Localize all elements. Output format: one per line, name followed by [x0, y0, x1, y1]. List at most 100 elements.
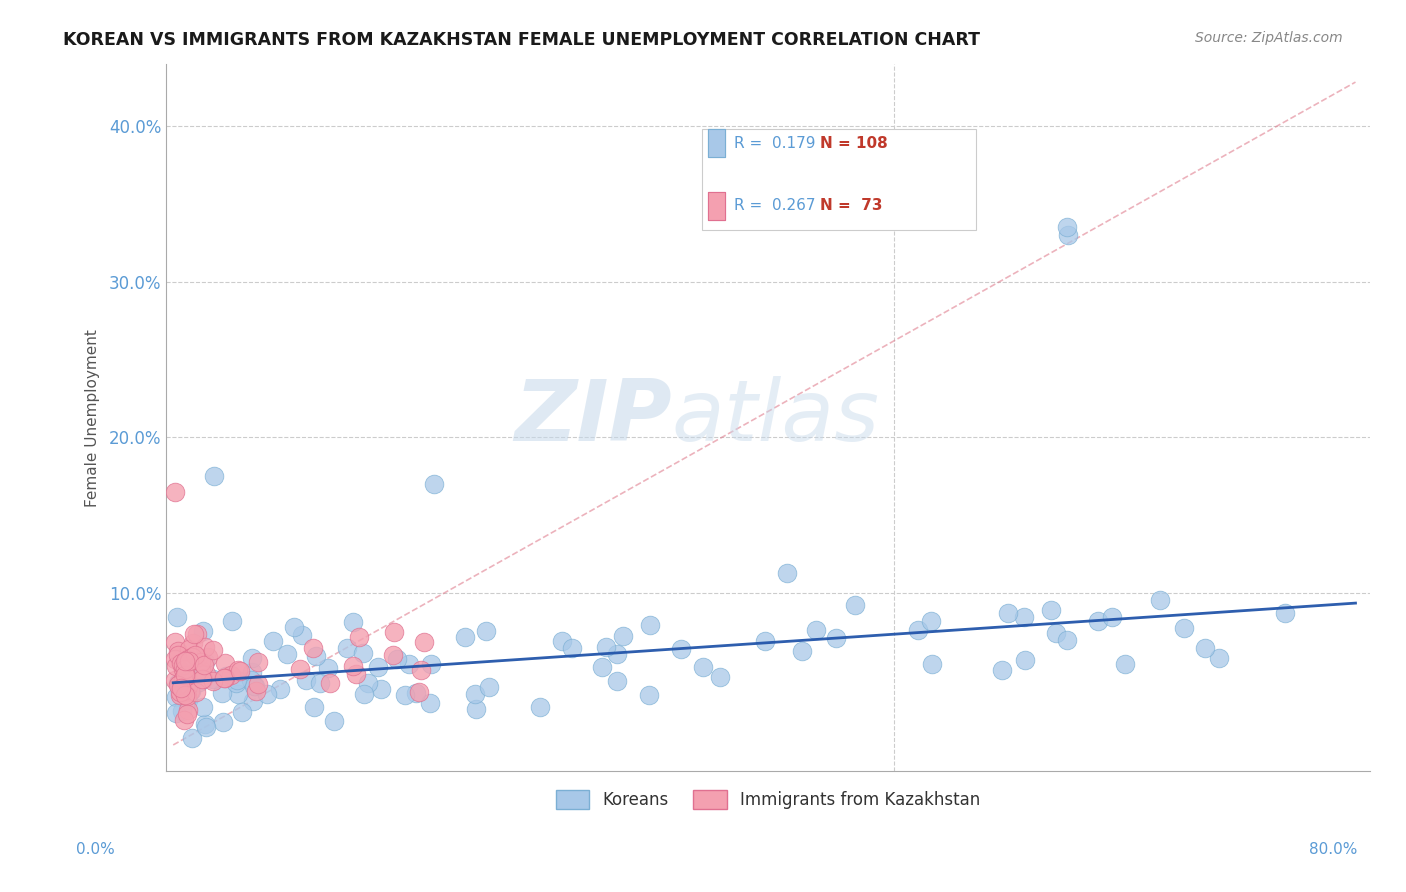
Point: [247, 677, 270, 691]
Point: [357, 676, 380, 690]
Point: [309, 676, 332, 690]
Point: [387, 652, 409, 666]
Point: [179, 654, 201, 668]
Point: [177, 652, 200, 666]
Point: [167, 677, 190, 691]
Point: [709, 670, 731, 684]
Point: [283, 619, 305, 633]
Point: [180, 665, 202, 679]
Point: [907, 623, 929, 637]
Point: [229, 665, 252, 679]
Point: [179, 684, 201, 698]
Point: [167, 680, 190, 694]
Point: [352, 646, 374, 660]
Point: [692, 660, 714, 674]
Text: ZIP: ZIP: [515, 376, 672, 459]
Point: [194, 655, 217, 669]
Point: [419, 657, 441, 671]
Point: [225, 676, 247, 690]
Point: [170, 681, 193, 696]
Point: [201, 674, 224, 689]
Point: [669, 641, 692, 656]
Point: [276, 647, 298, 661]
Point: [174, 669, 197, 683]
Point: [991, 663, 1014, 677]
Point: [754, 634, 776, 648]
Bar: [707, 192, 725, 219]
Point: [173, 662, 195, 676]
Point: [245, 684, 267, 698]
Point: [174, 651, 197, 665]
Point: [342, 615, 364, 629]
Text: N =  73: N = 73: [820, 198, 883, 213]
Point: [183, 627, 205, 641]
Point: [176, 654, 198, 668]
Point: [381, 648, 404, 663]
Point: [231, 705, 253, 719]
Point: [190, 655, 212, 669]
FancyBboxPatch shape: [702, 129, 976, 230]
Point: [221, 614, 243, 628]
Point: [167, 676, 190, 690]
Point: [214, 671, 236, 685]
Point: [180, 678, 202, 692]
Point: [172, 704, 194, 718]
Point: [353, 687, 375, 701]
Point: [240, 665, 263, 679]
Bar: [707, 129, 725, 157]
Point: [551, 634, 574, 648]
Point: [165, 690, 187, 704]
Point: [191, 699, 214, 714]
Point: [212, 715, 235, 730]
Legend: Koreans, Immigrants from Kazakhstan: Koreans, Immigrants from Kazakhstan: [548, 783, 987, 816]
Point: [336, 641, 359, 656]
Point: [921, 657, 943, 671]
Point: [243, 679, 266, 693]
Text: 80.0%: 80.0%: [1309, 842, 1357, 856]
Point: [219, 668, 242, 682]
Point: [177, 664, 200, 678]
Point: [323, 714, 346, 729]
Point: [1208, 651, 1230, 665]
Point: [180, 649, 202, 664]
Point: [239, 673, 262, 687]
Point: [790, 643, 813, 657]
Point: [394, 688, 416, 702]
Point: [174, 666, 197, 681]
Point: [177, 679, 200, 693]
Point: [225, 673, 247, 688]
Point: [316, 661, 339, 675]
Point: [188, 674, 211, 689]
Point: [247, 655, 270, 669]
Point: [295, 673, 318, 687]
Point: [302, 700, 325, 714]
Y-axis label: Female Unemployment: Female Unemployment: [86, 329, 100, 507]
Point: [181, 636, 204, 650]
Point: [825, 632, 848, 646]
Point: [454, 630, 477, 644]
Point: [612, 629, 634, 643]
Point: [174, 684, 197, 698]
Point: [179, 641, 201, 656]
Point: [370, 682, 392, 697]
Point: [181, 731, 204, 746]
Point: [1057, 228, 1080, 243]
Point: [591, 660, 613, 674]
Point: [844, 598, 866, 612]
Point: [640, 618, 662, 632]
Text: KOREAN VS IMMIGRANTS FROM KAZAKHSTAN FEMALE UNEMPLOYMENT CORRELATION CHART: KOREAN VS IMMIGRANTS FROM KAZAKHSTAN FEM…: [63, 31, 980, 49]
Point: [176, 689, 198, 703]
Point: [367, 660, 389, 674]
Point: [291, 628, 314, 642]
Point: [169, 685, 191, 699]
Point: [226, 663, 249, 677]
Point: [1014, 653, 1036, 667]
Point: [165, 659, 187, 673]
Point: [606, 648, 628, 662]
Point: [173, 662, 195, 676]
Point: [1040, 603, 1063, 617]
Point: [319, 676, 342, 690]
Point: [166, 678, 188, 692]
Point: [169, 688, 191, 702]
Point: [242, 694, 264, 708]
